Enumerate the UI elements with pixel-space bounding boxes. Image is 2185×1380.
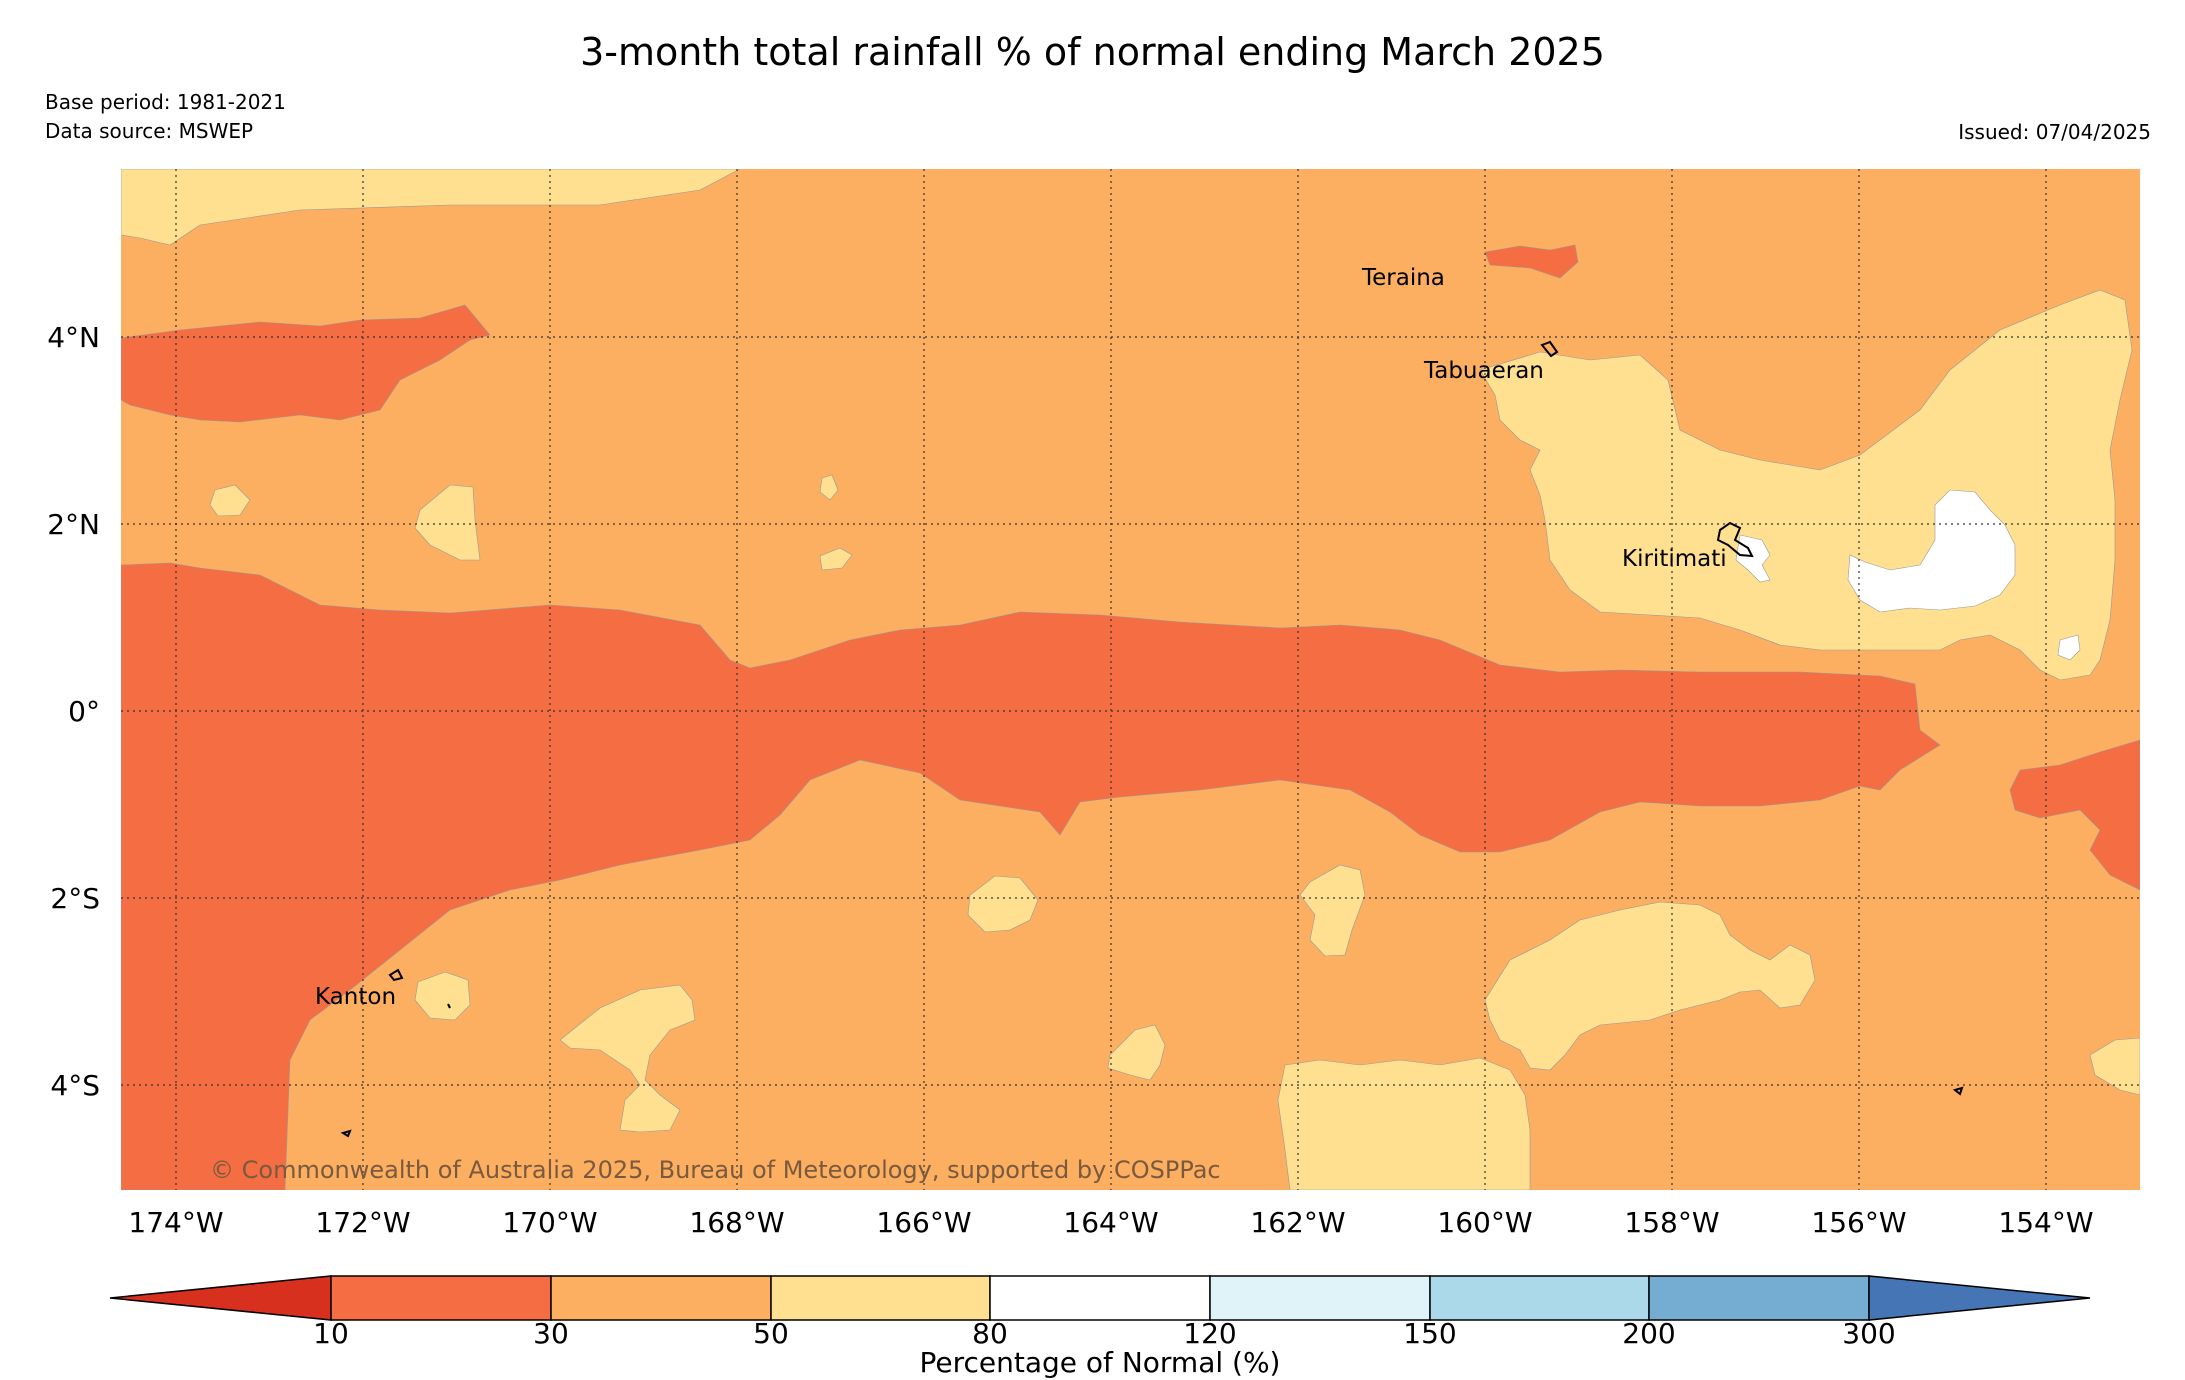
base-period: Base period: 1981-2021	[45, 90, 286, 114]
latitude-labels: 4°N 2°N 0° 2°S 4°S	[47, 321, 100, 1102]
blob-50-80-south-5	[1107, 1024, 1166, 1081]
colorbar-title: Percentage of Normal (%)	[920, 1346, 1281, 1379]
lon-label: 158°W	[1624, 1206, 1719, 1239]
island-kanton	[388, 968, 404, 982]
colorbar-150-200	[1429, 1275, 1650, 1321]
lon-label: 172°W	[315, 1206, 410, 1239]
lat-label: 2°S	[50, 882, 100, 915]
meta-left: Base period: 1981-2021 Data source: MSWE…	[45, 88, 286, 146]
blob-50-80-south-1	[967, 875, 1039, 933]
blob-50-80-south-7	[1277, 1057, 1531, 1190]
colorbar-tick-label: 10	[313, 1317, 349, 1350]
colorbar-tick-label: 80	[972, 1317, 1008, 1350]
island-small-1	[340, 1129, 352, 1138]
lon-label: 156°W	[1811, 1206, 1906, 1239]
colorbar-extend-high	[1868, 1275, 2091, 1321]
label-kiritimati: Kiritimati	[1622, 546, 1727, 572]
island-kiritimati	[1716, 521, 1754, 558]
colorbar-10-30	[330, 1275, 552, 1321]
lon-label: 166°W	[876, 1206, 971, 1239]
colorbar: 10 30 50 80 120 150 200 300 Percentage of Norma…	[109, 1275, 2091, 1379]
blob-50-80-2	[414, 484, 481, 561]
patch-10-30-northwest	[121, 304, 491, 423]
copyright-text: © Commonwealth of Australia 2025, Bureau…	[210, 1156, 1221, 1184]
colorbar-tick-label: 300	[1842, 1317, 1895, 1350]
blob-50-80-3	[819, 474, 839, 501]
colorbar-tick-label: 30	[533, 1317, 569, 1350]
lat-label: 4°N	[47, 321, 100, 354]
colorbar-30-50	[550, 1275, 772, 1321]
patch-10-30-teraina	[1484, 244, 1579, 279]
blob-50-80-south-3	[414, 971, 471, 1021]
island-small-2	[447, 1003, 451, 1009]
blob-50-80-south-6	[1484, 901, 1816, 1071]
colorbar-tick-label: 200	[1622, 1317, 1675, 1350]
patch-80-120-east	[1847, 489, 2016, 613]
map-area: Teraina Tabuaeran Kiritimati Kanton © Co…	[121, 169, 2140, 1190]
colorbar-extend-low	[109, 1275, 332, 1321]
longitude-labels: 174°W 172°W 170°W 168°W 166°W 164°W 162°W 160°W…	[128, 1206, 2093, 1239]
data-source: Data source: MSWEP	[45, 119, 254, 143]
colorbar-tick-label: 50	[753, 1317, 789, 1350]
colorbar-80-120	[989, 1275, 1211, 1321]
lon-label: 162°W	[1250, 1206, 1345, 1239]
blob-50-80-south-8	[2089, 1037, 2140, 1096]
blob-50-80-south-2	[1299, 864, 1366, 957]
lat-label: 0°	[68, 695, 100, 728]
island-small-3	[1952, 1086, 1964, 1096]
lon-label: 170°W	[502, 1206, 597, 1239]
label-kanton: Kanton	[315, 984, 396, 1010]
lat-label: 2°N	[47, 508, 100, 541]
lat-label: 4°S	[50, 1069, 100, 1102]
lon-label: 160°W	[1437, 1206, 1532, 1239]
patch-10-30-southeast	[2009, 739, 2140, 891]
patch-80-120-small	[2057, 634, 2081, 661]
colorbar-tick-label: 150	[1403, 1317, 1456, 1350]
map-title: 3-month total rainfall % of normal endin…	[580, 30, 1605, 74]
blob-50-80-4	[819, 547, 853, 571]
blob-50-80-1	[209, 484, 251, 517]
colorbar-tick-labels: 10 30 50 80 120 150 200 300	[313, 1317, 1896, 1350]
blob-50-80-south-4	[559, 984, 696, 1133]
label-tabuaeran: Tabuaeran	[1423, 358, 1544, 384]
lon-label: 164°W	[1063, 1206, 1158, 1239]
issued-date: Issued: 07/04/2025	[1958, 120, 2151, 144]
colorbar-200-300	[1648, 1275, 1870, 1321]
colorbar-50-80	[770, 1275, 991, 1321]
lon-label: 168°W	[689, 1206, 784, 1239]
lon-label: 154°W	[1998, 1206, 2093, 1239]
colorbar-tick-label: 120	[1183, 1317, 1236, 1350]
gridlines	[121, 169, 2140, 1190]
colorbar-120-150	[1209, 1275, 1431, 1321]
label-teraina: Teraina	[1361, 265, 1445, 291]
patch-10-30-equatorial	[121, 562, 1941, 1190]
island-tabuaeran	[1540, 340, 1559, 358]
lon-label: 174°W	[128, 1206, 223, 1239]
patch-50-80-top-left	[121, 169, 741, 246]
